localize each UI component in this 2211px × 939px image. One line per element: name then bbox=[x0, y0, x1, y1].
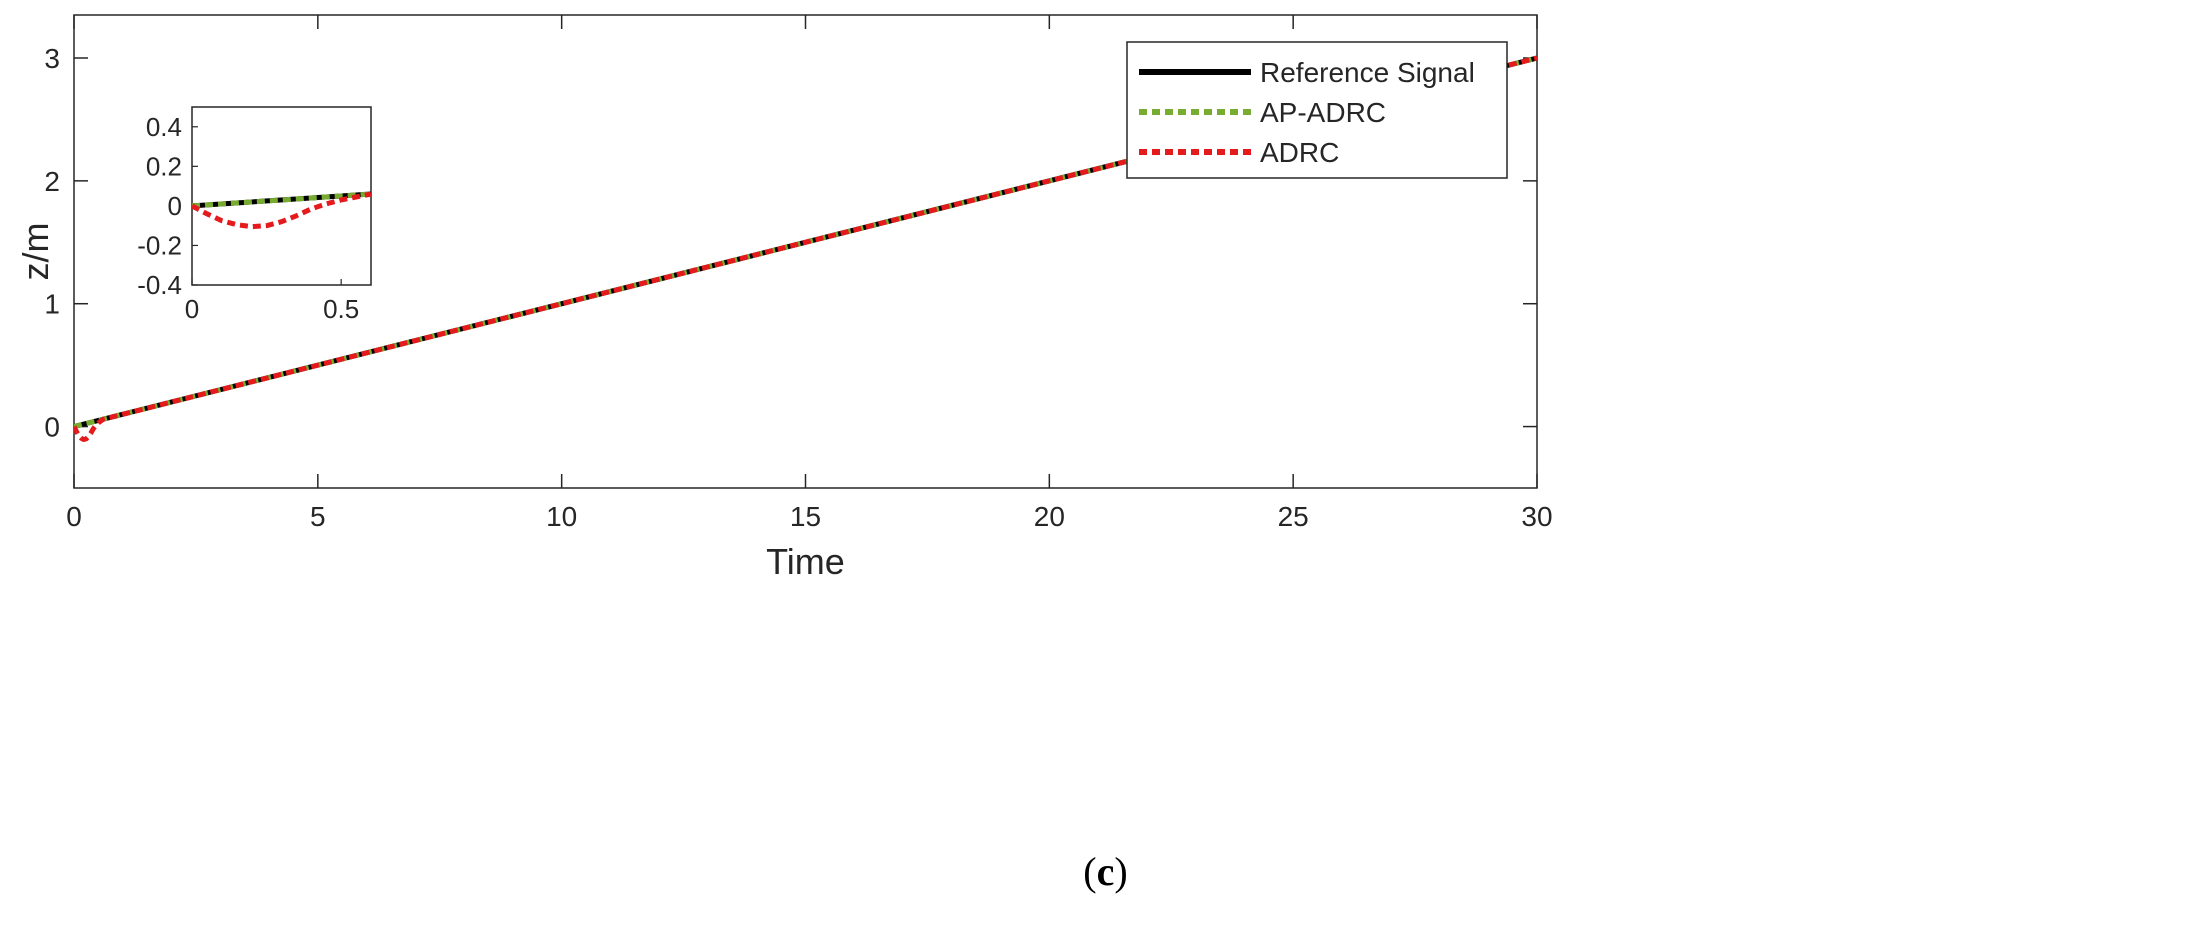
x-tick-label: 25 bbox=[1278, 501, 1309, 532]
y-tick-label: 1 bbox=[44, 289, 60, 320]
chart: 0 5 10 15 20 25 30 0 1 2 3 Time z/m 0 0.5 -0.4 -0.2 0 0.2 0… bbox=[15, 14, 1553, 582]
x-axis-label: Time bbox=[766, 541, 845, 582]
y-axis-label: z/m bbox=[15, 223, 56, 281]
x-tick-label: 30 bbox=[1521, 501, 1552, 532]
x-tick-label: 0 bbox=[66, 501, 82, 532]
inset-y-tick-label: -0.2 bbox=[137, 230, 182, 260]
y-tick-label: 0 bbox=[44, 412, 60, 443]
x-tick-label: 15 bbox=[790, 501, 821, 532]
inset-y-tick-label: -0.4 bbox=[137, 270, 182, 300]
legend-label: AP-ADRC bbox=[1260, 97, 1386, 128]
series-line-adrc bbox=[74, 55, 1537, 442]
inset-y-tick-label: 0 bbox=[168, 191, 182, 221]
inset-x-tick-label: 0 bbox=[185, 294, 199, 324]
legend-label: Reference Signal bbox=[1260, 57, 1475, 88]
y-tick-label: 2 bbox=[44, 166, 60, 197]
caption-close: ) bbox=[1114, 849, 1128, 894]
inset-series-line-adrc bbox=[192, 191, 371, 230]
inset-series-line-ap-adrc bbox=[192, 191, 371, 209]
x-tick-label: 5 bbox=[310, 501, 326, 532]
legend: Reference Signal AP-ADRC ADRC bbox=[1126, 41, 1508, 179]
caption-open: ( bbox=[1083, 849, 1097, 894]
legend-label: ADRC bbox=[1260, 137, 1339, 168]
x-tick-label: 10 bbox=[546, 501, 577, 532]
caption-letter: c bbox=[1096, 849, 1115, 894]
inset-y-tick-label: 0.4 bbox=[146, 112, 182, 142]
inset-y-tick-label: 0.2 bbox=[146, 151, 182, 181]
y-tick-label: 3 bbox=[44, 43, 60, 74]
x-tick-label: 20 bbox=[1034, 501, 1065, 532]
legend-box bbox=[1126, 41, 1508, 179]
figure-caption: (c) bbox=[0, 848, 2211, 895]
inset-x-tick-label: 0.5 bbox=[323, 294, 359, 324]
